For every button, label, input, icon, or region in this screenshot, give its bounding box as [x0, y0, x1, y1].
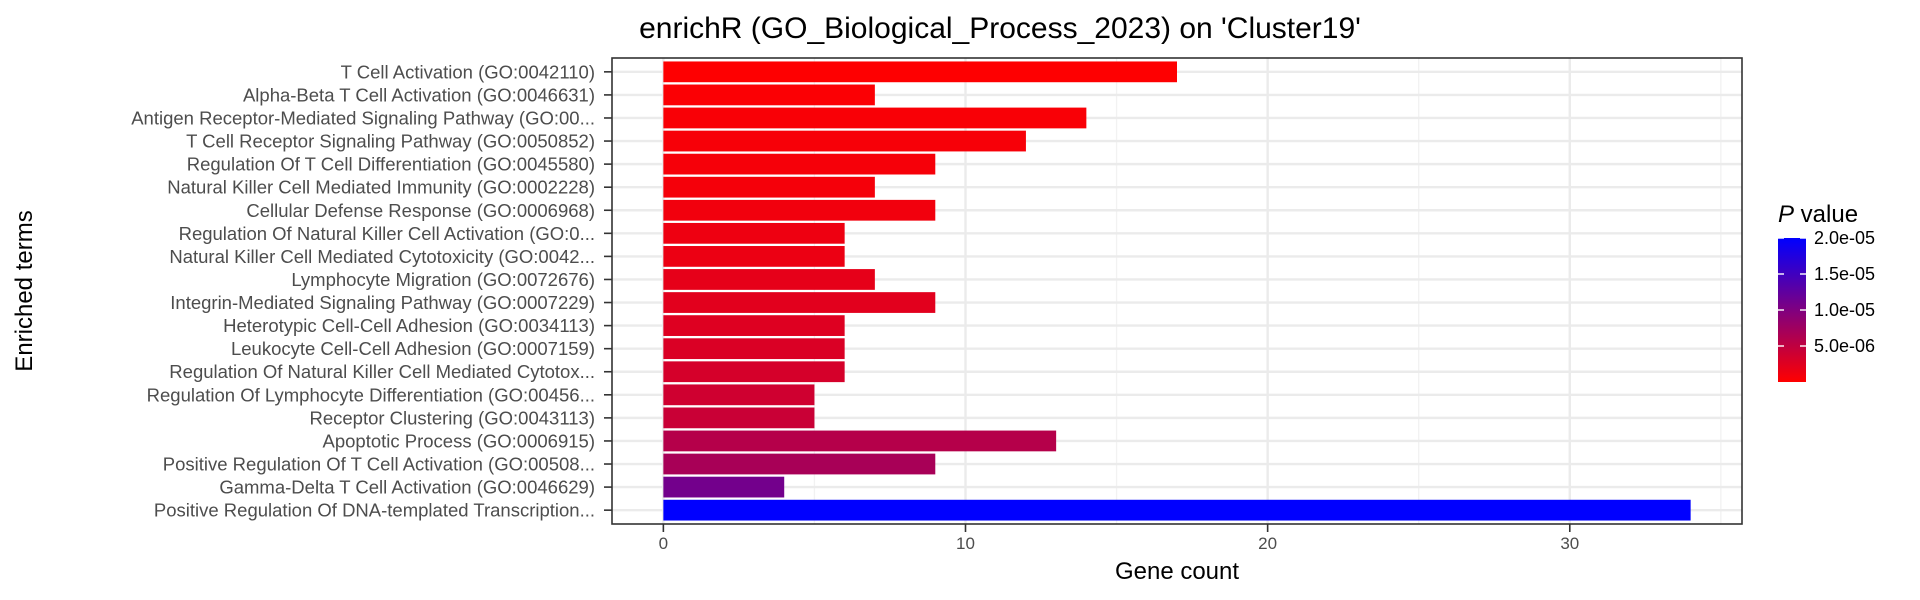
bar — [663, 199, 936, 221]
x-tick-label: 0 — [659, 534, 668, 553]
legend-title: P value — [1778, 201, 1858, 228]
category-label: T Cell Receptor Signaling Pathway (GO:00… — [186, 131, 595, 152]
category-label: Lymphocyte Migration (GO:0072676) — [291, 269, 595, 290]
bar — [663, 407, 815, 429]
plot-panel-border — [611, 57, 1743, 525]
legend-title-italic: P — [1778, 201, 1794, 228]
bar — [663, 130, 1026, 152]
y-axis-title: Enriched terms — [11, 210, 38, 371]
bar — [663, 176, 875, 198]
bar — [663, 153, 936, 175]
bar — [663, 430, 1057, 452]
bar — [663, 315, 845, 336]
category-label: Integrin-Mediated Signaling Pathway (GO:… — [170, 292, 595, 313]
category-label: Alpha-Beta T Cell Activation (GO:0046631… — [243, 84, 595, 105]
legend-tick-label: 1.5e-05 — [1814, 264, 1875, 284]
category-label: Regulation Of T Cell Differentiation (GO… — [187, 154, 595, 175]
x-tick-label: 30 — [1560, 534, 1579, 553]
bar — [663, 338, 845, 360]
bar — [663, 222, 845, 244]
category-label: Receptor Clustering (GO:0043113) — [309, 407, 595, 428]
category-labels: T Cell Activation (GO:0042110)Alpha-Beta… — [131, 61, 595, 520]
category-label: T Cell Activation (GO:0042110) — [341, 61, 595, 82]
category-label: Regulation Of Natural Killer Cell Activa… — [179, 223, 595, 244]
category-label: Leukocyte Cell-Cell Adhesion (GO:0007159… — [231, 338, 595, 359]
bar — [663, 84, 875, 106]
bar — [663, 476, 785, 498]
bar — [663, 361, 845, 383]
category-label: Positive Regulation Of DNA-templated Tra… — [154, 500, 595, 521]
x-tick-label: 10 — [956, 534, 975, 553]
bar — [663, 107, 1087, 129]
category-label: Heterotypic Cell-Cell Adhesion (GO:00341… — [223, 315, 595, 336]
legend-title-rest: value — [1794, 201, 1858, 228]
category-label: Positive Regulation Of T Cell Activation… — [163, 454, 595, 475]
bar — [663, 246, 845, 267]
bars — [663, 61, 1691, 521]
bar — [663, 292, 936, 313]
category-label: Apoptotic Process (GO:0006915) — [322, 430, 595, 451]
bar — [663, 384, 815, 406]
color-legend: P value 2.0e-05 1.5e-05 1.0e-05 5.0e-06 — [1778, 201, 1875, 382]
x-tick-label: 20 — [1258, 534, 1277, 553]
legend-tick-label: 1.0e-05 — [1814, 300, 1875, 320]
legend-ticks: 2.0e-05 1.5e-05 1.0e-05 5.0e-06 — [1778, 228, 1875, 356]
bar — [663, 269, 875, 290]
chart-title: enrichR (GO_Biological_Process_2023) on … — [639, 12, 1361, 45]
y-ticks — [604, 71, 612, 511]
x-axis-title: Gene count — [1115, 558, 1239, 585]
category-label: Regulation Of Natural Killer Cell Mediat… — [169, 361, 595, 382]
category-label: Gamma-Delta T Cell Activation (GO:004662… — [219, 477, 595, 498]
category-label: Antigen Receptor-Mediated Signaling Path… — [131, 107, 595, 128]
bar — [663, 61, 1177, 83]
category-label: Natural Killer Cell Mediated Cytotoxicit… — [169, 246, 595, 267]
bar — [663, 453, 936, 475]
category-label: Regulation Of Lymphocyte Differentiation… — [147, 384, 595, 405]
legend-tick-label: 5.0e-06 — [1814, 336, 1875, 356]
x-ticks: 0 10 20 30 — [659, 524, 1579, 553]
category-label: Cellular Defense Response (GO:0006968) — [246, 200, 595, 221]
legend-tick-label: 2.0e-05 — [1814, 228, 1875, 248]
category-label: Natural Killer Cell Mediated Immunity (G… — [167, 177, 595, 198]
bar — [663, 499, 1691, 521]
